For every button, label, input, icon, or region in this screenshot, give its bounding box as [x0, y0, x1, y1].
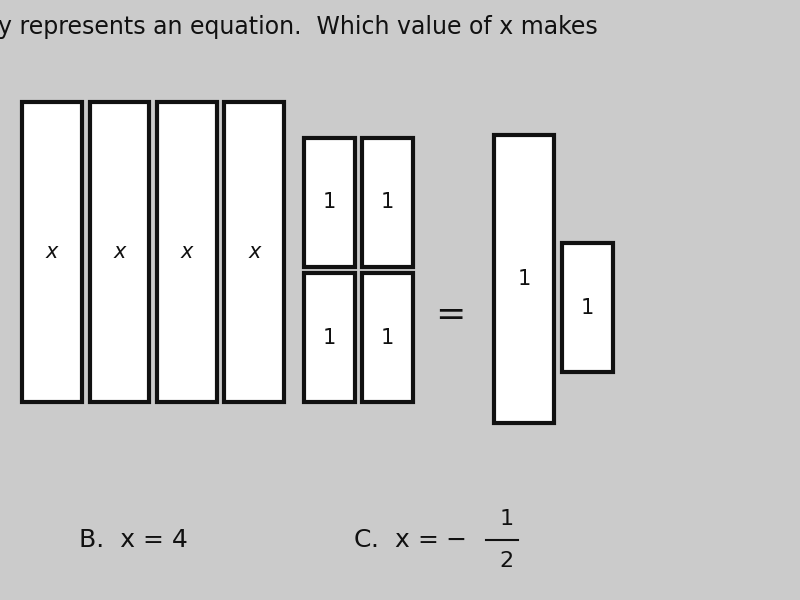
Bar [562, 243, 614, 372]
Text: C.  x = $-$: C. x = $-$ [354, 528, 466, 552]
Text: 1: 1 [381, 328, 394, 347]
Text: 1: 1 [323, 328, 336, 347]
Text: 1: 1 [499, 509, 514, 529]
Text: x: x [181, 242, 193, 262]
Text: x: x [113, 242, 126, 262]
Text: 1: 1 [518, 269, 530, 289]
Bar [225, 102, 284, 402]
Bar [362, 138, 414, 267]
Text: x: x [46, 242, 58, 262]
Text: 1: 1 [323, 193, 336, 212]
Text: x: x [248, 242, 261, 262]
Bar [304, 138, 355, 267]
Bar [90, 102, 149, 402]
Text: 1: 1 [581, 298, 594, 317]
Text: 2: 2 [499, 551, 514, 571]
Text: =: = [435, 298, 466, 332]
Bar [494, 135, 554, 423]
Bar [304, 273, 355, 402]
Text: y represents an equation.  Which value of x makes: y represents an equation. Which value of… [0, 15, 598, 39]
Bar [157, 102, 217, 402]
Text: 1: 1 [381, 193, 394, 212]
Bar [362, 273, 414, 402]
Text: B.  x = 4: B. x = 4 [78, 528, 188, 552]
Bar [22, 102, 82, 402]
